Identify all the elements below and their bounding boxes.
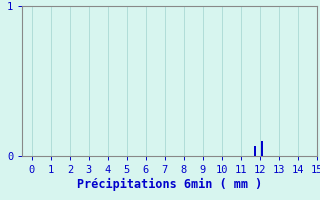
X-axis label: Précipitations 6min ( mm ): Précipitations 6min ( mm ) (77, 178, 262, 191)
Bar (260, 141, 263, 156)
Bar (254, 146, 256, 156)
